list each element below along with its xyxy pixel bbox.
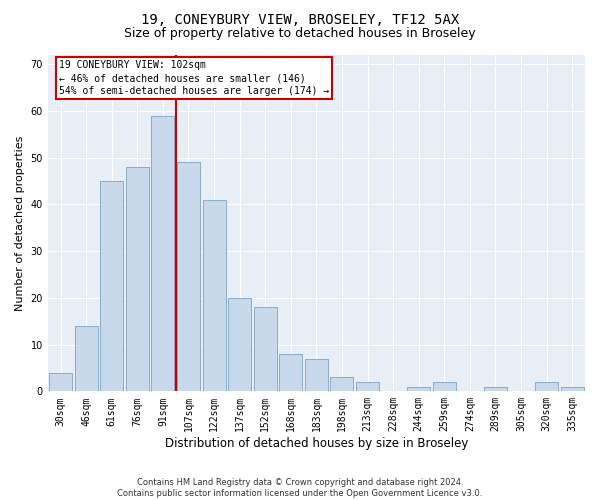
Bar <box>305 358 328 392</box>
Bar <box>484 386 507 392</box>
Bar <box>49 372 72 392</box>
Bar <box>228 298 251 392</box>
Bar <box>331 378 353 392</box>
Bar <box>560 386 584 392</box>
Bar <box>100 181 123 392</box>
Bar <box>177 162 200 392</box>
Bar <box>433 382 456 392</box>
Bar <box>356 382 379 392</box>
Bar <box>254 307 277 392</box>
Text: 19, CONEYBURY VIEW, BROSELEY, TF12 5AX: 19, CONEYBURY VIEW, BROSELEY, TF12 5AX <box>141 12 459 26</box>
X-axis label: Distribution of detached houses by size in Broseley: Distribution of detached houses by size … <box>165 437 468 450</box>
Bar <box>407 386 430 392</box>
Bar <box>535 382 558 392</box>
Bar <box>151 116 175 392</box>
Text: Contains HM Land Registry data © Crown copyright and database right 2024.
Contai: Contains HM Land Registry data © Crown c… <box>118 478 482 498</box>
Y-axis label: Number of detached properties: Number of detached properties <box>15 136 25 311</box>
Text: 19 CONEYBURY VIEW: 102sqm
← 46% of detached houses are smaller (146)
54% of semi: 19 CONEYBURY VIEW: 102sqm ← 46% of detac… <box>59 60 329 96</box>
Bar <box>126 167 149 392</box>
Text: Size of property relative to detached houses in Broseley: Size of property relative to detached ho… <box>124 28 476 40</box>
Bar <box>280 354 302 392</box>
Bar <box>203 200 226 392</box>
Bar <box>74 326 98 392</box>
